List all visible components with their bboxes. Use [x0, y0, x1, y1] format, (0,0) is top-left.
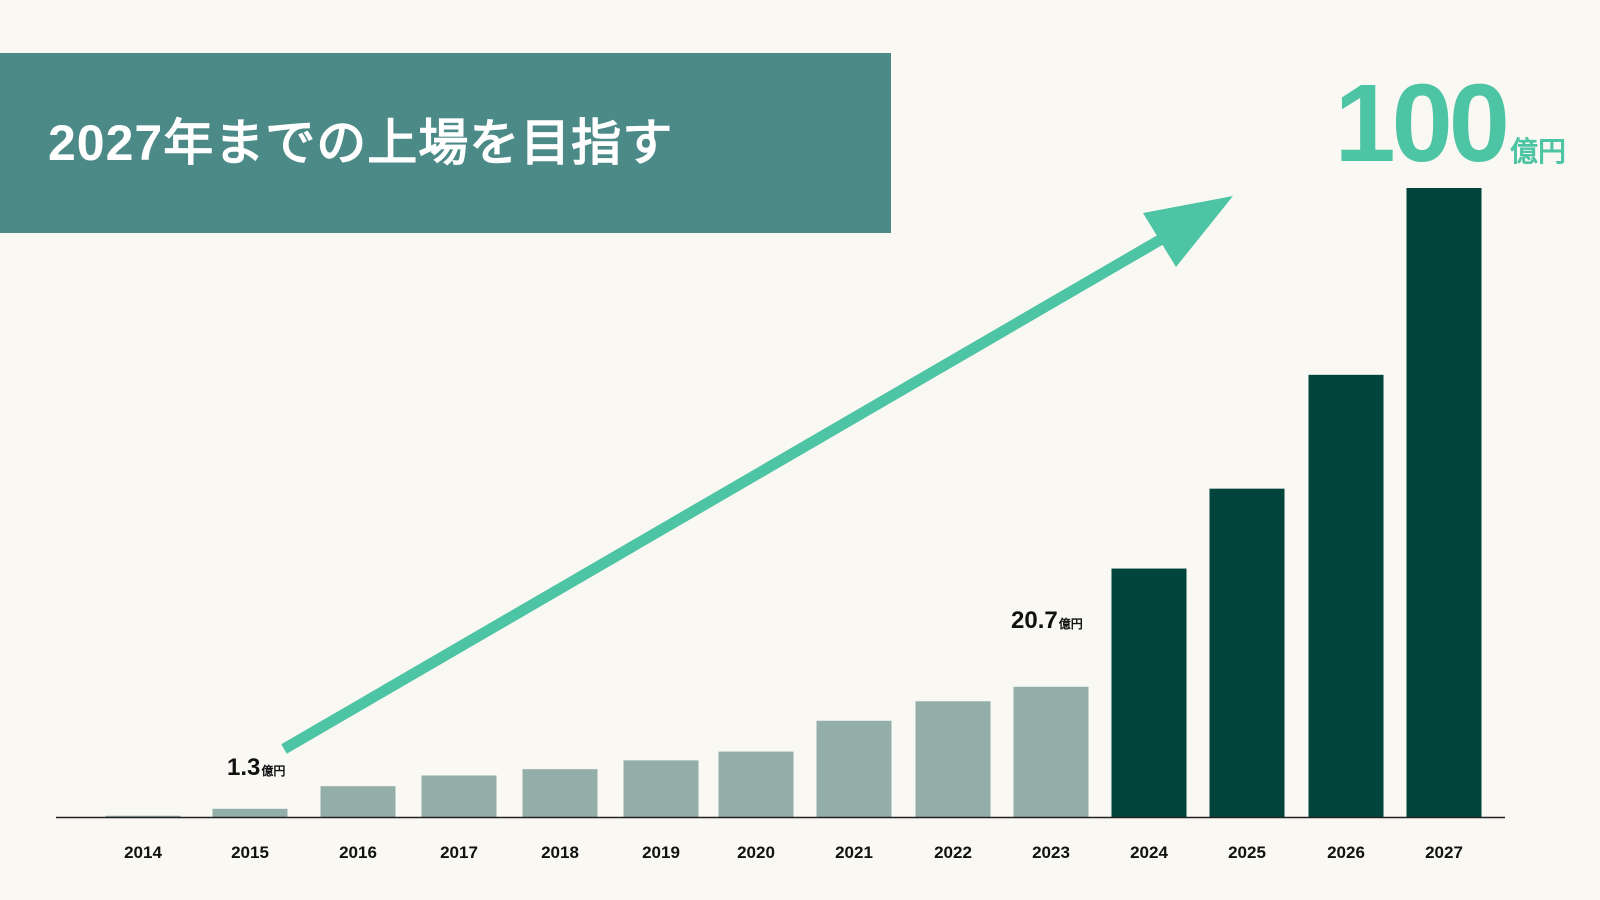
x-tick-label-2022: 2022	[934, 843, 972, 862]
bar-2017	[421, 775, 497, 817]
bar-2014	[105, 815, 181, 817]
title-banner: 2027年までの上場を目指す	[0, 53, 891, 233]
x-tick-label-2020: 2020	[737, 843, 775, 862]
x-tick-label-2019: 2019	[642, 843, 680, 862]
x-tick-label-2023: 2023	[1032, 843, 1070, 862]
bar-2020	[718, 751, 794, 817]
target-value: 100	[1334, 62, 1510, 185]
x-tick-label-2024: 2024	[1130, 843, 1168, 862]
page-title: 2027年までの上場を目指す	[48, 115, 674, 171]
x-tick-label-2014: 2014	[124, 843, 162, 862]
bar-2024	[1111, 568, 1187, 817]
bar-2027	[1406, 188, 1482, 817]
bar-2018	[522, 769, 598, 817]
x-tick-label-2021: 2021	[835, 843, 873, 862]
x-tick-label-2027: 2027	[1425, 843, 1463, 862]
bar-2022	[915, 701, 991, 817]
bar-2019	[623, 760, 699, 817]
bar-2026	[1308, 374, 1384, 817]
x-tick-label-2015: 2015	[231, 843, 269, 862]
data-label-2015: 1.3億円	[227, 754, 285, 781]
data-label-2023: 20.7億円	[1011, 607, 1083, 634]
x-tick-label-2018: 2018	[541, 843, 579, 862]
target-value-unit: 億円	[1509, 136, 1566, 167]
trend-arrow-shaft	[281, 235, 1163, 754]
bar-2016	[320, 786, 396, 817]
x-tick-label-2016: 2016	[339, 843, 377, 862]
bar-2021	[816, 720, 892, 817]
x-tick-label-2025: 2025	[1228, 843, 1266, 862]
x-tick-label-2017: 2017	[440, 843, 478, 862]
bar-2025	[1209, 488, 1285, 817]
target-value-label: 100 億円	[1334, 60, 1566, 187]
trend-arrow-head	[1143, 196, 1233, 267]
bar-2015	[212, 808, 288, 817]
x-tick-label-2026: 2026	[1327, 843, 1365, 862]
bar-2023	[1013, 686, 1089, 817]
